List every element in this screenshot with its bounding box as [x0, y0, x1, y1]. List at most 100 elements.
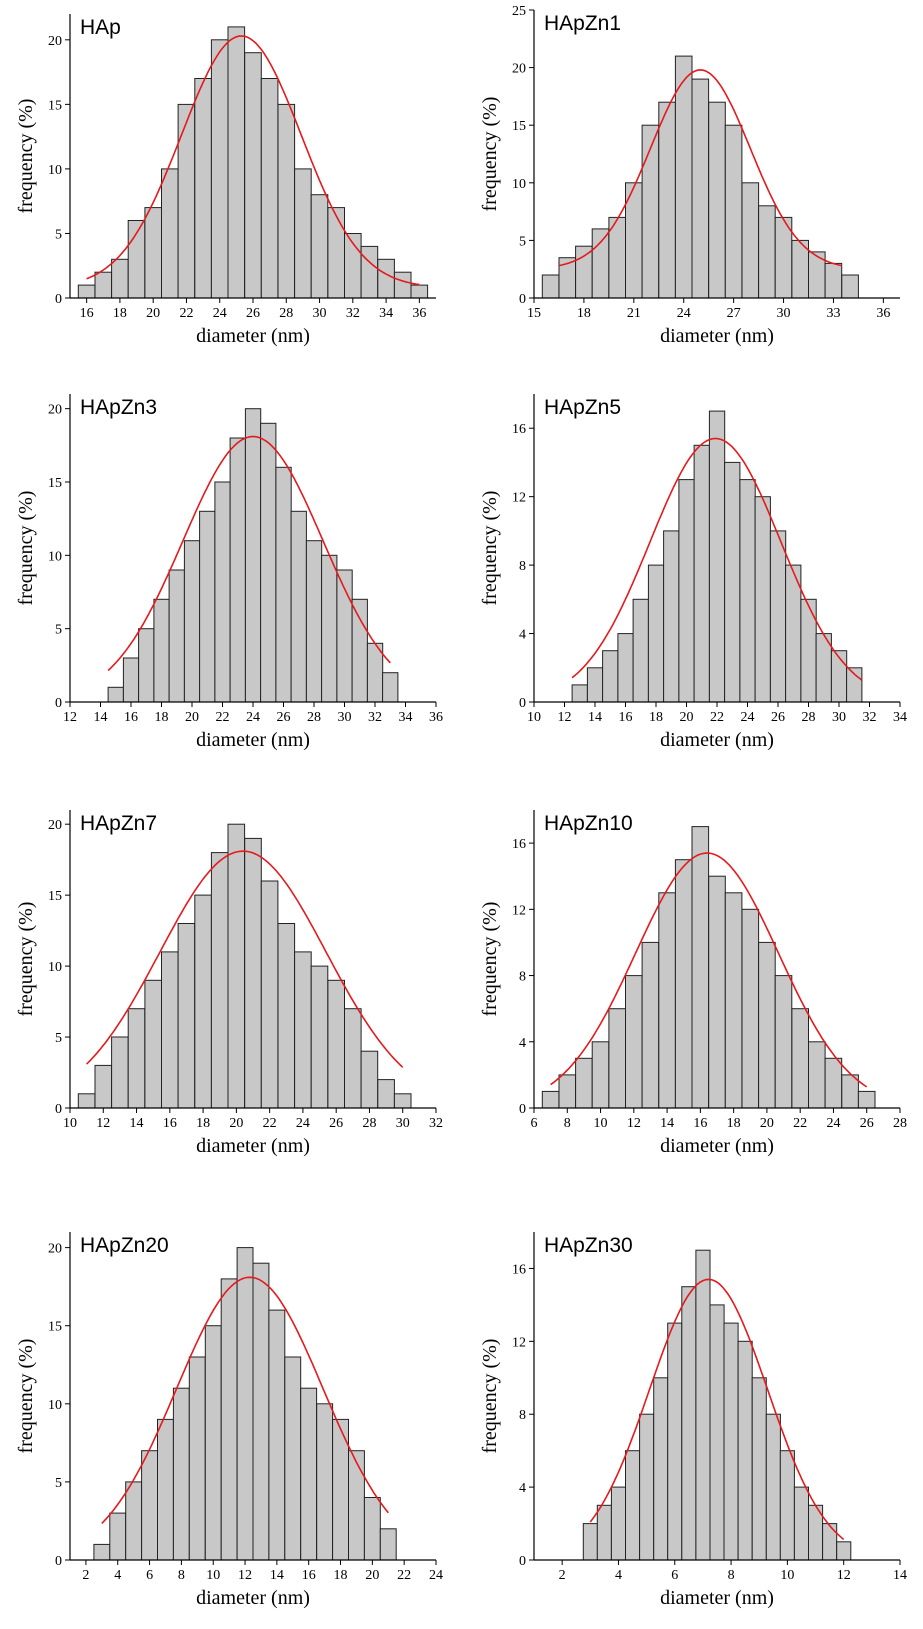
y-tick-label: 15: [48, 98, 62, 113]
histogram-bar: [294, 168, 312, 299]
histogram-bar: [674, 55, 693, 299]
x-tick-label: 12: [238, 1568, 252, 1583]
y-tick-label: 20: [48, 818, 62, 833]
x-tick-label: 12: [63, 710, 77, 725]
y-tick-label: 10: [48, 1398, 62, 1413]
y-tick-label: 4: [519, 1481, 526, 1496]
x-tick-label: 36: [429, 710, 443, 725]
histogram-bar: [541, 274, 560, 299]
x-tick-label: 16: [693, 1116, 707, 1131]
x-tick-label: 6: [531, 1116, 538, 1131]
x-tick-label: 30: [777, 306, 791, 321]
x-tick-label: 12: [837, 1568, 851, 1583]
x-tick-label: 28: [362, 1116, 376, 1131]
x-tick-label: 22: [397, 1568, 411, 1583]
histogram-bar: [161, 951, 179, 1109]
histogram-bar: [244, 408, 262, 703]
histogram-bar: [111, 258, 129, 299]
histogram-bar: [220, 1278, 238, 1561]
x-tick-label: 20: [365, 1568, 379, 1583]
x-tick-label: 28: [279, 306, 293, 321]
histogram-bar: [709, 1304, 725, 1561]
histogram-bar: [632, 598, 649, 703]
panel-hapzn5: 10 12 14 16 18 20 22 24 26 28 30 32 34 0 4 8 12 16 diamete…: [472, 384, 912, 764]
histogram-bar: [541, 1090, 560, 1109]
histogram-bar: [575, 245, 593, 299]
x-tick-label: 8: [728, 1568, 735, 1583]
y-tick-label: 12: [512, 1335, 526, 1350]
panel-title: HAp: [80, 16, 121, 39]
histogram-bar: [153, 598, 170, 703]
x-tick-label: 20: [146, 306, 160, 321]
histogram-bar: [571, 684, 588, 703]
histogram-bar: [138, 628, 155, 703]
x-tick-label: 26: [860, 1116, 874, 1131]
histogram-bar: [751, 1377, 767, 1561]
y-tick-label: 15: [48, 889, 62, 904]
x-tick-label: 34: [399, 710, 413, 725]
histogram-chart: 15 18 21 24 27 30 33 36 0 5 10 15 20 25 diameter (nm) f…: [479, 4, 900, 347]
x-axis-label: diameter (nm): [196, 1587, 310, 1609]
y-tick-label: 5: [55, 1031, 62, 1046]
histogram-bar: [641, 124, 660, 299]
gaussian-fit-line: [558, 69, 842, 267]
gaussian-fit-line: [107, 435, 391, 672]
histogram-bar: [724, 892, 743, 1109]
histogram-bar: [177, 923, 196, 1109]
x-tick-label: 21: [627, 306, 641, 321]
y-tick-label: 0: [519, 1554, 526, 1569]
histogram-chart: 10 12 14 16 18 20 22 24 26 28 30 32 34 0 4 8 12 16 diamete…: [479, 394, 907, 751]
histogram-bar: [300, 1387, 318, 1561]
gaussian-fit-line: [86, 35, 420, 286]
y-axis-label: frequency (%): [479, 491, 501, 606]
histogram-bar: [824, 1057, 843, 1109]
x-tick-label: 18: [649, 710, 663, 725]
histogram-bar: [647, 564, 665, 703]
histogram-bar: [658, 101, 676, 299]
histogram-bar: [791, 1008, 809, 1109]
histogram-bar: [310, 965, 329, 1109]
x-tick-label: 16: [80, 306, 94, 321]
histogram-bar: [586, 667, 604, 703]
panel-hapzn7: 10 12 14 16 18 20 22 24 26 28 30 32 0 5 10 15 20 diameter…: [8, 800, 448, 1170]
x-tick-label: 28: [802, 710, 816, 725]
x-axis-label: diameter (nm): [660, 729, 774, 751]
histogram-bar: [708, 101, 726, 299]
y-tick-label: 4: [519, 628, 526, 643]
histogram-chart: 16 18 20 22 24 26 28 30 32 34 36 0 5 10 15 20 diameter (…: [15, 14, 436, 347]
histogram-bar: [575, 1057, 593, 1109]
panel-title: HApZn1: [544, 12, 621, 35]
gaussian-fit-line: [571, 437, 863, 681]
panel-hapzn30: 2 4 6 8 10 12 14 0 4 8 12 16 diameter (nm) frequency …: [472, 1222, 912, 1622]
histogram-bar: [360, 1050, 379, 1109]
x-tick-label: 18: [727, 1116, 741, 1131]
x-axis-label: diameter (nm): [660, 325, 774, 347]
y-tick-label: 0: [519, 292, 526, 307]
histogram-chart: 2 4 6 8 10 12 14 0 4 8 12 16 diameter (nm) frequency …: [479, 1232, 907, 1609]
x-tick-label: 16: [619, 710, 633, 725]
histogram-bar: [290, 510, 307, 703]
histogram-bar: [199, 510, 216, 703]
histogram-bar: [724, 461, 741, 703]
histogram-bar: [591, 228, 610, 299]
x-tick-label: 10: [206, 1568, 220, 1583]
y-tick-label: 16: [512, 1262, 526, 1277]
x-tick-label: 26: [771, 710, 785, 725]
y-tick-label: 0: [519, 1102, 526, 1117]
x-tick-label: 14: [270, 1568, 284, 1583]
histogram-bar: [260, 880, 279, 1109]
x-tick-label: 22: [793, 1116, 807, 1131]
histogram-bar: [122, 657, 140, 703]
panel-title: HApZn5: [544, 396, 621, 419]
x-axis-label: diameter (nm): [196, 729, 310, 751]
x-tick-label: 16: [302, 1568, 316, 1583]
y-tick-label: 8: [519, 559, 526, 574]
x-tick-label: 26: [246, 306, 260, 321]
histogram-bar: [741, 908, 760, 1109]
histogram-bar: [210, 39, 229, 299]
panel-hap: 16 18 20 22 24 26 28 30 32 34 36 0 5 10 15 20 diameter (…: [8, 4, 448, 360]
x-tick-label: 28: [893, 1116, 907, 1131]
y-tick-label: 8: [519, 1408, 526, 1423]
histogram-bar: [377, 258, 395, 299]
